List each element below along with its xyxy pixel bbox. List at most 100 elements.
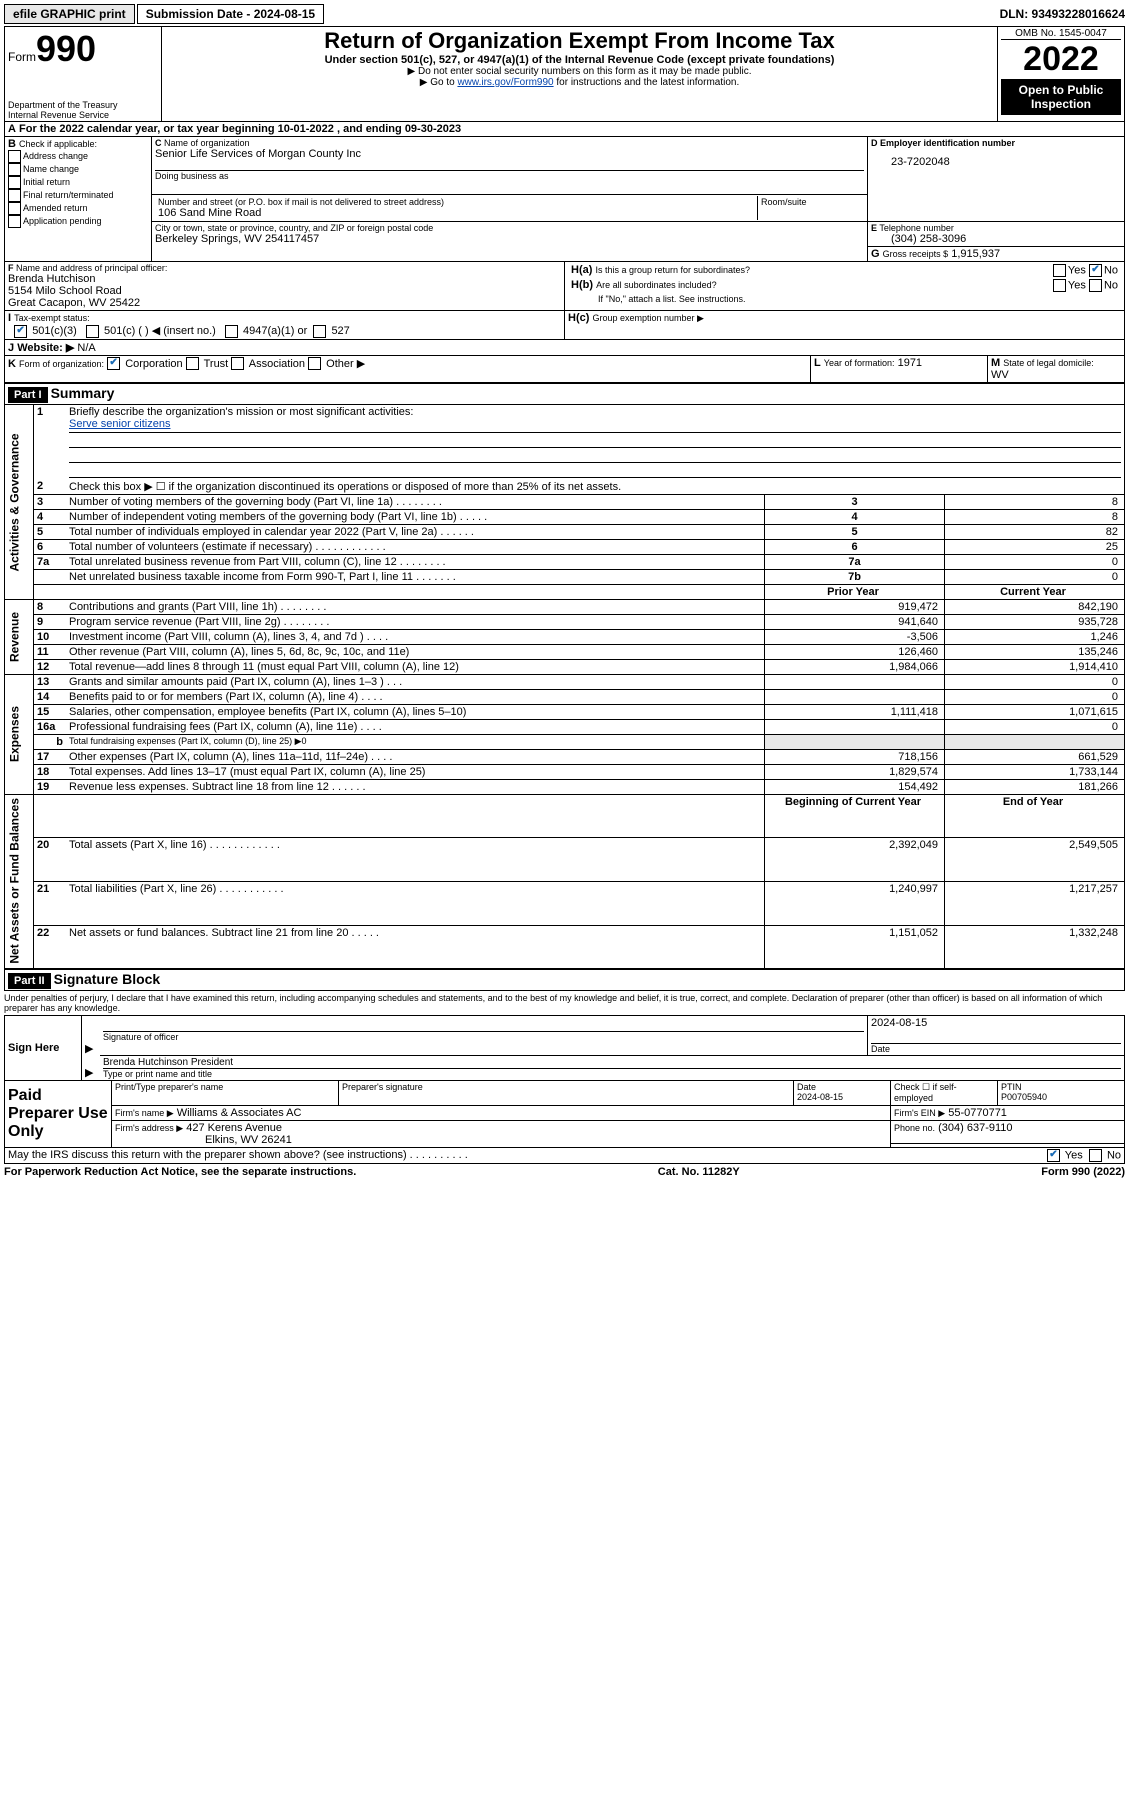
q1-value[interactable]: Serve senior citizens (69, 418, 171, 430)
page-footer: For Paperwork Reduction Act Notice, see … (4, 1166, 1125, 1178)
paid-preparer-block: Paid Preparer Use Only Print/Type prepar… (4, 1081, 1125, 1148)
form-number: 990 (36, 28, 96, 69)
irs-link[interactable]: www.irs.gov/Form990 (457, 77, 553, 88)
tax-status-label: Tax-exempt status: (14, 313, 90, 323)
gov-line-4: Number of independent voting members of … (66, 509, 765, 524)
form-header: Form990 Department of the Treasury Inter… (4, 26, 1125, 122)
website-value: N/A (77, 342, 95, 354)
tax-year: 2022 (1001, 40, 1121, 79)
officer-typeprint-label: Type or print name and title (103, 1069, 1121, 1079)
gov-val-6: 25 (945, 539, 1125, 554)
gov-line-7a: Total unrelated business revenue from Pa… (66, 554, 765, 569)
form-org-label: Form of organization: (19, 359, 104, 369)
q1-label: Briefly describe the organization's miss… (69, 406, 413, 418)
cb-address-change[interactable] (8, 150, 21, 163)
net-22: Net assets or fund balances. Subtract li… (66, 925, 765, 969)
cb-assoc[interactable] (231, 357, 244, 370)
gov-val-3: 8 (945, 494, 1125, 509)
dln-label: DLN: 93493228016624 (1000, 7, 1125, 21)
sig-date-value: 2024-08-15 (871, 1017, 1121, 1029)
phone-label: Telephone number (879, 223, 954, 233)
cb-may-no[interactable] (1089, 1149, 1102, 1162)
net-21: Total liabilities (Part X, line 26) . . … (66, 881, 765, 925)
cb-final-return[interactable] (8, 189, 21, 202)
form-title: Return of Organization Exempt From Incom… (165, 28, 994, 54)
cb-hb-no[interactable] (1089, 279, 1102, 292)
form-subtitle-1: Under section 501(c), 527, or 4947(a)(1)… (165, 54, 994, 66)
ptin-label: PTIN (1001, 1082, 1121, 1092)
cb-501c3[interactable]: ✔ (14, 325, 27, 338)
cb-527[interactable] (313, 325, 326, 338)
exp-13: Grants and similar amounts paid (Part IX… (66, 674, 765, 689)
street-label: Number and street (or P.O. box if mail i… (158, 197, 754, 207)
open-public-box: Open to Public Inspection (1001, 79, 1121, 115)
firm-ein: 55-0770771 (948, 1107, 1007, 1119)
footer-cat: Cat. No. 11282Y (658, 1166, 740, 1178)
gov-line-6: Total number of volunteers (estimate if … (66, 539, 765, 554)
sig-date-label: Date (871, 1044, 1121, 1054)
q2-label: Check this box ▶ ☐ if the organization d… (66, 479, 1125, 495)
exp-16b: Total fundraising expenses (Part IX, col… (66, 734, 765, 749)
cb-may-yes[interactable]: ✔ (1047, 1149, 1060, 1162)
declaration-text: Under penalties of perjury, I declare th… (4, 991, 1125, 1015)
submission-date-label: Submission Date - 2024-08-15 (137, 4, 324, 24)
gov-line-7b: Net unrelated business taxable income fr… (66, 569, 765, 584)
omb-number: OMB No. 1545-0047 (1001, 28, 1121, 40)
website-label: Website: ▶ (17, 342, 74, 354)
may-irs-text: May the IRS discuss this return with the… (8, 1149, 468, 1161)
cb-501c[interactable] (86, 325, 99, 338)
cb-trust[interactable] (186, 357, 199, 370)
cb-4947[interactable] (225, 325, 238, 338)
cb-hb-yes[interactable] (1053, 279, 1066, 292)
tax-year-end: 09-30-2023 (405, 123, 461, 135)
gov-val-5: 82 (945, 524, 1125, 539)
line-a-row: A For the 2022 calendar year, or tax yea… (4, 122, 1125, 137)
firm-name-label: Firm's name ▶ (115, 1108, 174, 1118)
line-a-mid: , and ending (337, 123, 405, 135)
cb-app-pending[interactable] (8, 215, 21, 228)
footer-form: Form 990 (2022) (1041, 1166, 1125, 1178)
cb-name-change[interactable] (8, 163, 21, 176)
section-governance: Activities & Governance (5, 405, 34, 600)
ha-label: Is this a group return for subordinates? (595, 265, 750, 275)
section-revenue: Revenue (5, 599, 34, 674)
dept-irs: Internal Revenue Service (8, 110, 158, 120)
top-toolbar: efile GRAPHIC print Submission Date - 20… (4, 4, 1125, 24)
sign-here-label: Sign Here (5, 1016, 82, 1081)
gov-val-4: 8 (945, 509, 1125, 524)
firm-phone: (304) 637-9110 (938, 1122, 1012, 1134)
cb-corp[interactable]: ✔ (107, 357, 120, 370)
part1-label: Part I (8, 387, 48, 403)
rev-12: Total revenue—add lines 8 through 11 (mu… (66, 659, 765, 674)
col-end: End of Year (945, 794, 1125, 838)
state-label: State of legal domicile: (1003, 358, 1094, 368)
room-label: Room/suite (761, 197, 861, 207)
dba-label: Doing business as (155, 171, 864, 181)
preparer-name-label: Print/Type preparer's name (115, 1082, 335, 1092)
identity-block: B Check if applicable: Address change Na… (4, 137, 1125, 262)
sig-officer-label: Signature of officer (103, 1032, 864, 1042)
cb-other[interactable] (308, 357, 321, 370)
officer-addr1: 5154 Milo School Road (8, 285, 561, 297)
firm-phone-label: Phone no. (894, 1123, 935, 1133)
rev-8: Contributions and grants (Part VIII, lin… (66, 599, 765, 614)
cb-initial-return[interactable] (8, 176, 21, 189)
gov-line-3: Number of voting members of the governin… (66, 494, 765, 509)
section-netassets: Net Assets or Fund Balances (5, 794, 34, 969)
hb-note: If "No," attach a list. See instructions… (568, 293, 1121, 305)
cb-ha-yes[interactable] (1053, 264, 1066, 277)
officer-addr2: Great Cacapon, WV 25422 (8, 297, 561, 309)
form-subtitle-2: ▶ Do not enter social security numbers o… (165, 66, 994, 77)
part1-header: Part I Summary (4, 383, 1125, 405)
hc-label: Group exemption number ▶ (592, 313, 703, 323)
cb-amended[interactable] (8, 202, 21, 215)
klm-block: K Form of organization: ✔ Corporation Tr… (4, 356, 1125, 383)
j-block: J Website: ▶ N/A (4, 340, 1125, 356)
efile-print-button[interactable]: efile GRAPHIC print (4, 4, 135, 24)
rev-10: Investment income (Part VIII, column (A)… (66, 629, 765, 644)
gov-val-7a: 0 (945, 554, 1125, 569)
part2-title: Signature Block (54, 971, 161, 987)
preparer-date-label: Date (797, 1082, 887, 1092)
firm-addr-label: Firm's address ▶ (115, 1123, 183, 1133)
cb-ha-no[interactable]: ✔ (1089, 264, 1102, 277)
